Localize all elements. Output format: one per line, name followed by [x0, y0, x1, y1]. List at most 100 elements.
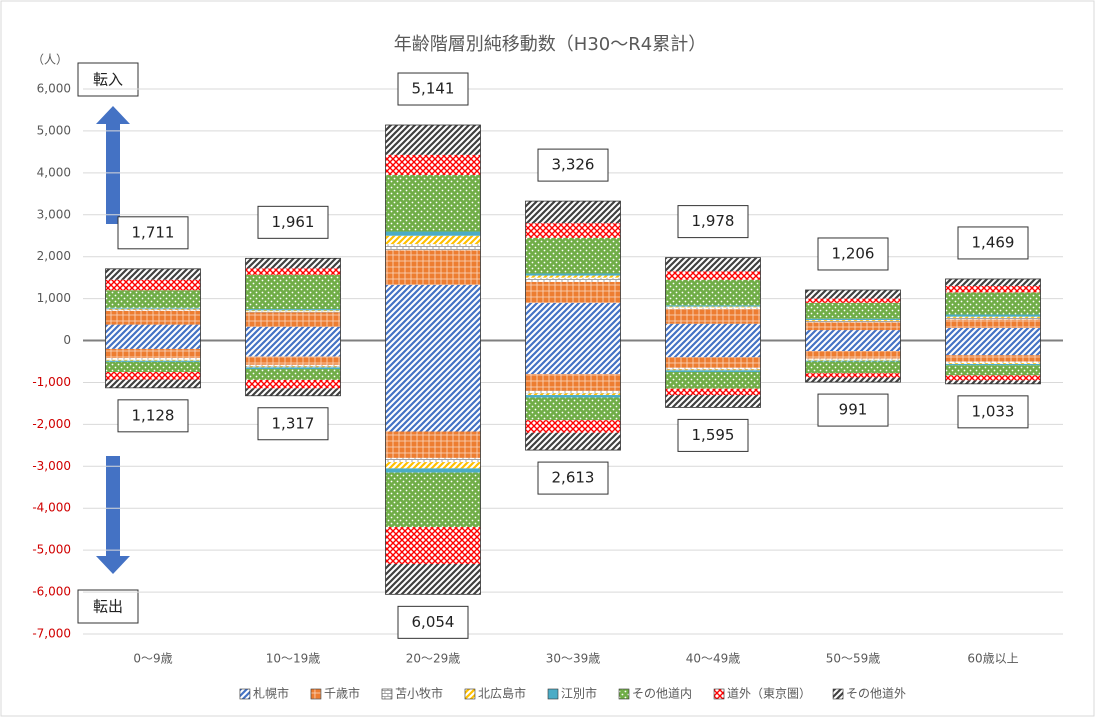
- bar-segment: [245, 369, 341, 380]
- bar-segment: [525, 395, 621, 398]
- bar-segment: [245, 258, 341, 269]
- total-box: [957, 226, 1029, 260]
- legend-swatch: [464, 688, 476, 700]
- legend-swatch: [832, 688, 844, 700]
- total-box: [677, 205, 749, 239]
- chart-title: 年齢階層別純移動数（H30～R4累計）: [394, 34, 706, 55]
- total-label: 1,595: [692, 426, 735, 444]
- legend-label: 北広島市: [478, 686, 526, 701]
- bar-segment: [945, 364, 1041, 366]
- bar-segment: [385, 244, 481, 251]
- y-axis-label: （人）: [32, 53, 68, 67]
- total-box: [817, 237, 889, 271]
- bar-segment: [105, 379, 201, 388]
- bar-outline: [805, 289, 901, 383]
- y-tick-label: -7,000: [32, 627, 71, 641]
- bar-segment: [245, 379, 341, 389]
- bar-segment: [665, 367, 761, 370]
- bar-segment: [245, 340, 341, 357]
- total-label: 1,317: [272, 414, 315, 432]
- bar-outline: [525, 200, 621, 451]
- bar-segment: [945, 317, 1041, 320]
- bar-segment: [805, 289, 901, 299]
- bar-segment: [245, 356, 341, 365]
- total-label: 1,978: [692, 212, 735, 230]
- bar-segment: [105, 279, 201, 291]
- bar-segment: [665, 271, 761, 280]
- bar-segment: [665, 309, 761, 324]
- bar-segment: [525, 273, 621, 276]
- bar-segment: [245, 367, 341, 370]
- bar-segment: [525, 281, 621, 303]
- total-box: [677, 418, 749, 452]
- bar-segment: [525, 374, 621, 391]
- total-label: 1,033: [972, 402, 1015, 420]
- bar-segment: [105, 309, 201, 311]
- bar-segment: [525, 201, 621, 224]
- y-tick-label: -1,000: [32, 375, 71, 389]
- bar-segment: [805, 377, 901, 383]
- total-label: 5,141: [412, 80, 455, 98]
- annotation: 転出: [93, 598, 123, 616]
- bar-segment: [665, 305, 761, 307]
- total-box: [537, 148, 609, 182]
- bar-segment: [385, 472, 481, 528]
- total-label: 1,128: [132, 406, 175, 424]
- total-label: 1,711: [132, 223, 175, 241]
- total-box: [257, 205, 329, 239]
- y-tick-label: -5,000: [32, 543, 71, 557]
- total-box: [957, 395, 1029, 429]
- y-tick-label: 1,000: [37, 291, 71, 305]
- bar-segment: [385, 174, 481, 232]
- bar-segment: [945, 319, 1041, 328]
- bar-segment: [525, 302, 621, 341]
- total-label: 1,206: [832, 244, 875, 262]
- x-tick-label: 40～49歳: [686, 652, 741, 666]
- bar-segment: [385, 468, 481, 473]
- bar-segment: [385, 235, 481, 245]
- legend-swatch: [618, 688, 630, 700]
- bar-segment: [245, 310, 341, 312]
- y-tick-label: 5,000: [37, 123, 71, 137]
- bar-segment: [385, 231, 481, 236]
- bar-segment: [805, 359, 901, 361]
- total-box: [257, 407, 329, 441]
- bar-segment: [245, 326, 341, 341]
- y-tick-label: -2,000: [32, 417, 71, 431]
- bar-segment: [805, 320, 901, 323]
- bar-segment: [945, 380, 1041, 384]
- total-box: [817, 393, 889, 427]
- bar-segment: [525, 237, 621, 274]
- bar-segment: [385, 462, 481, 469]
- legend-label: 江別市: [561, 686, 597, 701]
- bar-segment: [805, 361, 901, 374]
- legend-label: 道外（東京圏）: [727, 687, 811, 701]
- bar-outline: [945, 278, 1041, 385]
- annotation-box: [77, 62, 139, 97]
- bar-segment: [665, 279, 761, 306]
- bar-outline: [665, 257, 761, 408]
- bar-segment: [105, 361, 201, 372]
- legend-swatch: [310, 688, 322, 700]
- y-tick-label: 2,000: [37, 249, 71, 263]
- bar-segment: [525, 432, 621, 451]
- bar-segment: [525, 340, 621, 375]
- total-box: [117, 399, 189, 433]
- x-tick-label: 0～9歳: [133, 652, 172, 666]
- bar-segment: [105, 358, 201, 360]
- bar-segment: [245, 274, 341, 310]
- y-tick-label: 3,000: [37, 207, 71, 221]
- bar-segment: [945, 363, 1041, 365]
- y-tick-label: -3,000: [32, 459, 71, 473]
- bar-segment: [945, 327, 1041, 341]
- bar-segment: [105, 307, 201, 309]
- bar-segment: [805, 360, 901, 362]
- x-tick-label: 30～39歳: [546, 652, 601, 666]
- bar-segment: [105, 324, 201, 341]
- x-tick-label: 50～59歳: [826, 652, 881, 666]
- bar-segment: [105, 290, 201, 308]
- bar-segment: [245, 268, 341, 275]
- bar-segment: [385, 154, 481, 175]
- bar-segment: [805, 330, 901, 341]
- bar-segment: [245, 309, 341, 311]
